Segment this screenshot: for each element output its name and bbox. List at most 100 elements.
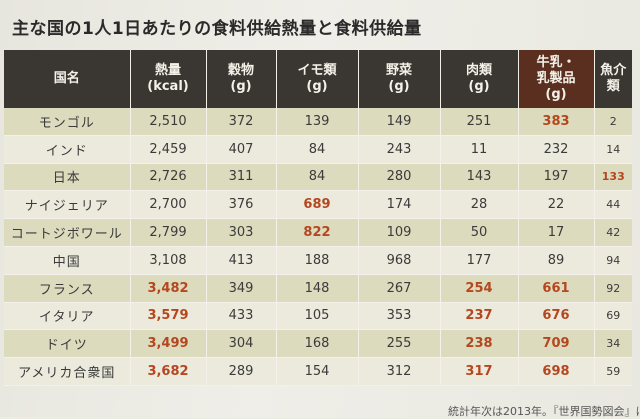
cell-grains: 303 — [206, 218, 277, 247]
cell-country-name: コートジボワール — [4, 218, 131, 247]
cell-tubers: 105 — [276, 302, 359, 331]
food-supply-table: 国名 熱量 (kcal) 穀物 (g) イモ類 (g) 野菜 (g) 肉類 (g) 牛乳・ 乳製品 (g)… — [4, 50, 632, 386]
header-vegetables-line1: 野菜 — [385, 63, 412, 78]
cell-tubers: 154 — [276, 357, 359, 386]
cell-tubers: 139 — [276, 108, 359, 136]
cell-vegetables: 280 — [358, 163, 441, 192]
cell-country-name: 中国 — [4, 246, 131, 275]
cell-grains: 311 — [206, 163, 277, 192]
header-milk-line3: (g) — [545, 87, 567, 102]
cell-calories: 3,108 — [130, 246, 207, 275]
cell-country-name: イタリア — [4, 302, 131, 331]
table-row: フランス 3,482 349 148 267 254 661 92 — [4, 274, 632, 303]
cell-milk: 676 — [518, 302, 595, 331]
cell-grains: 304 — [206, 329, 277, 359]
cell-grains: 433 — [206, 302, 277, 331]
cell-calories: 3,499 — [130, 329, 207, 359]
cell-country-name: アメリカ合衆国 — [4, 357, 131, 386]
table-row: ナイジェリア 2,700 376 689 174 28 22 44 — [4, 190, 632, 220]
cell-milk: 197 — [518, 163, 595, 192]
cell-vegetables: 353 — [358, 302, 441, 331]
header-milk-line2: 乳製品 — [536, 71, 576, 86]
cell-calories: 2,799 — [130, 218, 207, 247]
table-row: インド 2,459 407 84 243 11 232 14 — [4, 135, 632, 164]
cell-tubers: 689 — [276, 190, 359, 220]
cell-tubers: 84 — [276, 163, 359, 192]
cell-calories: 2,700 — [130, 190, 207, 220]
cell-calories: 2,510 — [130, 108, 207, 136]
header-fish-line1: 魚介類 — [600, 63, 627, 94]
header-country-line1: 国名 — [53, 71, 80, 86]
cell-meat: 254 — [440, 274, 519, 303]
cell-fish: 133 — [594, 163, 632, 192]
header-meat-line2: (g) — [468, 79, 490, 94]
page-title: 主な国の1人1日あたりの食料供給熱量と食料供給量 — [12, 19, 422, 39]
cell-fish: 94 — [594, 246, 632, 275]
cell-calories: 3,682 — [130, 357, 207, 386]
cell-grains: 289 — [206, 357, 277, 386]
cell-vegetables: 149 — [358, 108, 441, 136]
header-tubers-line1: イモ類 — [297, 63, 337, 78]
header-tubers-line2: (g) — [306, 79, 328, 94]
cell-fish: 14 — [594, 135, 632, 164]
cell-meat: 28 — [440, 190, 519, 220]
cell-tubers: 822 — [276, 218, 359, 247]
cell-calories: 3,579 — [130, 302, 207, 331]
cell-country-name: 日本 — [4, 163, 131, 192]
cell-milk: 383 — [518, 108, 595, 136]
header-row: 国名 熱量 (kcal) 穀物 (g) イモ類 (g) 野菜 (g) 肉類 (g) 牛乳・ 乳製品 (g)… — [4, 50, 632, 108]
cell-tubers: 188 — [276, 246, 359, 275]
cell-vegetables: 312 — [358, 357, 441, 386]
cell-vegetables: 174 — [358, 190, 441, 220]
table-row: コートジボワール 2,799 303 822 109 50 17 42 — [4, 218, 632, 247]
cell-country-name: ドイツ — [4, 329, 131, 359]
header-milk: 牛乳・ 乳製品 (g) — [518, 50, 595, 108]
cell-meat: 143 — [440, 163, 519, 192]
cell-country-name: フランス — [4, 274, 131, 303]
cell-vegetables: 255 — [358, 329, 441, 359]
header-calories: 熱量 (kcal) — [130, 50, 207, 108]
header-meat-line1: 肉類 — [465, 63, 492, 78]
cell-fish: 69 — [594, 302, 632, 331]
cell-fish: 59 — [594, 357, 632, 386]
table-row: モンゴル 2,510 372 139 149 251 383 2 — [4, 108, 632, 136]
table-row: イタリア 3,579 433 105 353 237 676 69 — [4, 302, 632, 331]
cell-vegetables: 968 — [358, 246, 441, 275]
cell-grains: 413 — [206, 246, 277, 275]
table-row: ドイツ 3,499 304 168 255 238 709 34 — [4, 329, 632, 359]
cell-country-name: ナイジェリア — [4, 190, 131, 220]
cell-milk: 17 — [518, 218, 595, 247]
cell-meat: 177 — [440, 246, 519, 275]
cell-grains: 407 — [206, 135, 277, 164]
cell-calories: 3,482 — [130, 274, 207, 303]
cell-tubers: 168 — [276, 329, 359, 359]
header-grains-line1: 穀物 — [227, 63, 254, 78]
cell-meat: 317 — [440, 357, 519, 386]
cell-meat: 251 — [440, 108, 519, 136]
cell-tubers: 148 — [276, 274, 359, 303]
cell-grains: 349 — [206, 274, 277, 303]
cell-milk: 22 — [518, 190, 595, 220]
cell-fish: 2 — [594, 108, 632, 136]
cell-milk: 709 — [518, 329, 595, 359]
table-row: 中国 3,108 413 188 968 177 89 94 — [4, 246, 632, 275]
table-row: 日本 2,726 311 84 280 143 197 133 — [4, 163, 632, 192]
cell-country-name: インド — [4, 135, 131, 164]
cell-milk: 232 — [518, 135, 595, 164]
cell-fish: 92 — [594, 274, 632, 303]
header-milk-line1: 牛乳・ — [536, 55, 576, 70]
header-calories-line1: 熱量 — [154, 63, 181, 78]
table-body: モンゴル 2,510 372 139 149 251 383 2 インド 2,459 407 84 24… — [4, 108, 632, 386]
cell-vegetables: 243 — [358, 135, 441, 164]
cell-meat: 11 — [440, 135, 519, 164]
cell-calories: 2,459 — [130, 135, 207, 164]
cell-milk: 698 — [518, 357, 595, 386]
cell-meat: 50 — [440, 218, 519, 247]
table-row: アメリカ合衆国 3,682 289 154 312 317 698 59 — [4, 357, 632, 386]
header-fish: 魚介類 — [594, 50, 632, 108]
footnote: 統計年次は2013年。『世界国勢図会』によ — [448, 405, 640, 418]
header-vegetables: 野菜 (g) — [358, 50, 441, 108]
cell-country-name: モンゴル — [4, 108, 131, 136]
cell-fish: 42 — [594, 218, 632, 247]
